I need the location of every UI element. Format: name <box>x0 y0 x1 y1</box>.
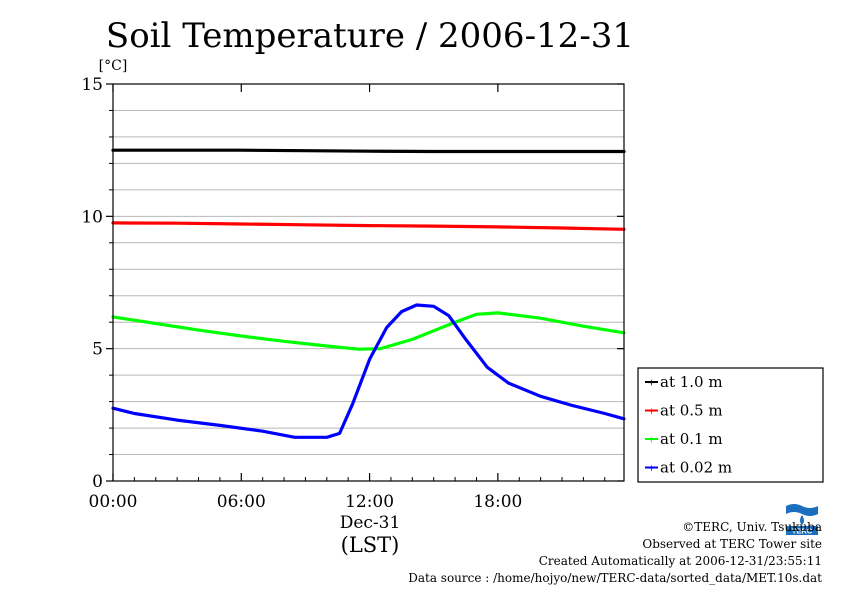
x-tick-label: 06:00 <box>217 492 266 512</box>
x-tick-label: 00:00 <box>89 492 138 512</box>
created-timestamp: Created Automatically at 2006-12-31/23:5… <box>538 554 822 568</box>
legend-label: at 0.5 m <box>660 402 723 420</box>
series-line-0 <box>111 148 626 154</box>
legend-marker: + <box>648 464 656 474</box>
logo-text: TERC <box>792 527 813 536</box>
legend-marker: + <box>648 436 656 446</box>
copyright-text: ©TERC, Univ. Tsukuba <box>682 520 822 534</box>
series-layer <box>111 148 626 439</box>
x-tick-label: 12:00 <box>345 492 394 512</box>
observed-site-text: Observed at TERC Tower site <box>642 537 822 551</box>
y-tick-label: 15 <box>81 75 103 95</box>
series-line-1 <box>111 221 626 231</box>
legend-box <box>637 367 824 483</box>
y-tick-label: 10 <box>81 207 103 227</box>
y-unit-label: [°C] <box>99 58 128 74</box>
legend-label: at 0.1 m <box>660 430 723 448</box>
grid-layer <box>113 109 624 456</box>
legend: + at 1.0 m + at 0.5 m + at 0.1 m + at 0.02 m <box>637 367 824 483</box>
series-line-2 <box>111 311 626 351</box>
x-axis-date-label: Dec-31 <box>340 513 401 533</box>
axes-layer: 0 5 10 15 00:00 06:00 12:00 18:00 <box>81 75 625 512</box>
plot-frame <box>112 83 625 482</box>
legend-marker: + <box>648 407 656 417</box>
legend-label: at 1.0 m <box>660 373 723 391</box>
x-tick-label: 18:00 <box>473 492 522 512</box>
series-line-3 <box>111 303 626 439</box>
chart-title: Soil Temperature / 2006-12-31 <box>106 16 634 56</box>
y-tick-label: 0 <box>92 472 103 492</box>
legend-marker: + <box>648 379 656 389</box>
legend-label: at 0.02 m <box>660 459 732 477</box>
terc-logo: TERC <box>784 502 820 536</box>
data-source-text: Data source : /home/hojyo/new/TERC-data/… <box>408 571 822 585</box>
y-tick-label: 5 <box>92 340 103 360</box>
x-axis-title: (LST) <box>341 533 400 557</box>
